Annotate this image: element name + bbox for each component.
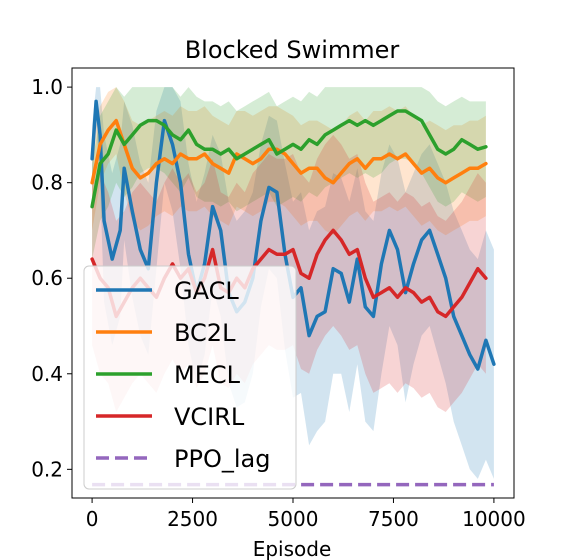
legend-item-ppo-lag: PPO_lag — [96, 445, 270, 473]
legend-item-bc2l: BC2L — [96, 319, 236, 347]
line-bc2l — [90, 118, 488, 185]
y-tick-label: 1.0 — [31, 75, 63, 99]
y-axis-ticks: 0.2 0.4 0.6 0.8 1.0 — [31, 75, 72, 481]
x-tick-label: 2500 — [167, 507, 218, 531]
y-tick-label: 0.6 — [31, 266, 63, 290]
line-mecl — [90, 109, 488, 209]
legend-item-gacl: GACL — [96, 277, 239, 305]
x-tick-label: 10000 — [462, 507, 526, 531]
legend-label-ppo-lag: PPO_lag — [174, 445, 270, 473]
band-mecl — [92, 87, 486, 260]
legend-label-vcirl: VCIRL — [174, 403, 245, 431]
y-tick-label: 0.4 — [31, 362, 63, 386]
legend-label-gacl: GACL — [174, 277, 239, 305]
chart-title: Blocked Swimmer — [185, 36, 400, 64]
y-tick-label: 0.2 — [31, 457, 63, 481]
x-tick-label: 5000 — [268, 507, 319, 531]
legend-item-vcirl: VCIRL — [96, 403, 245, 431]
x-axis-ticks: 0 2500 5000 7500 10000 — [86, 498, 526, 531]
x-axis-label: Episode — [253, 537, 332, 560]
legend-label-mecl: MECL — [174, 361, 241, 389]
legend-box — [83, 265, 297, 490]
legend-item-mecl: MECL — [96, 361, 241, 389]
y-tick-label: 0.8 — [31, 171, 63, 195]
x-tick-label: 0 — [86, 507, 99, 531]
legend: GACL BC2L MECL VCIRL PPO_lag — [83, 265, 297, 490]
x-tick-label: 7500 — [368, 507, 419, 531]
legend-label-bc2l: BC2L — [174, 319, 236, 347]
